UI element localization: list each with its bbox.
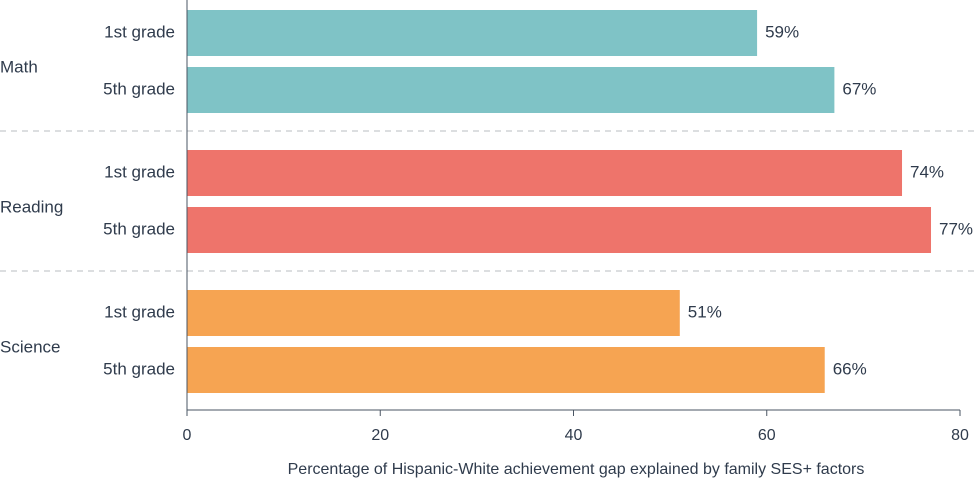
data-label: 77%: [939, 219, 973, 238]
bar-science-1: [187, 290, 680, 336]
x-tick-label: 80: [951, 427, 969, 444]
x-tick-label: 60: [758, 427, 776, 444]
x-tick-label: 40: [565, 427, 583, 444]
data-label: 51%: [688, 302, 722, 321]
bars: [187, 10, 932, 393]
category-label: 1st grade: [104, 302, 175, 321]
data-label: 74%: [910, 162, 944, 181]
category-label: 1st grade: [104, 162, 175, 181]
data-label: 67%: [842, 79, 876, 98]
bar-math-1: [187, 10, 758, 56]
group-separators: [0, 130, 976, 272]
category-labels: Math 1st grade 59% 5th grade 67% Reading 1st g…: [0, 22, 973, 378]
x-tick-label: 20: [371, 427, 389, 444]
bar-math-2: [187, 67, 835, 113]
data-label: 59%: [765, 22, 799, 41]
x-axis: 0 20 40 60 80: [183, 0, 969, 444]
category-label: 5th grade: [103, 219, 175, 238]
bar-reading-1: [187, 150, 903, 196]
category-label: 5th grade: [103, 359, 175, 378]
group-label-science: Science: [0, 337, 60, 356]
x-tick-label: 0: [183, 427, 192, 444]
category-label: 5th grade: [103, 79, 175, 98]
x-axis-title: Percentage of Hispanic-White achievement…: [288, 461, 865, 478]
group-label-math: Math: [0, 57, 38, 76]
bar-reading-2: [187, 207, 932, 253]
category-label: 1st grade: [104, 22, 175, 41]
bar-science-2: [187, 347, 825, 393]
group-label-reading: Reading: [0, 197, 63, 216]
data-label: 66%: [833, 359, 867, 378]
